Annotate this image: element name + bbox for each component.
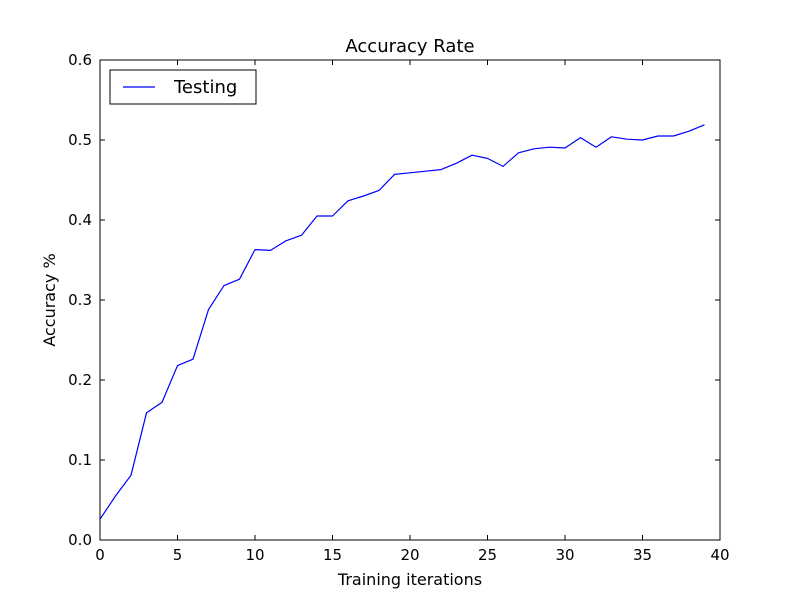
x-tick-label: 10 xyxy=(245,546,264,564)
y-tick-label: 0.5 xyxy=(68,131,92,149)
x-tick-label: 15 xyxy=(323,546,342,564)
plot-frame xyxy=(99,59,721,541)
x-tick-label: 0 xyxy=(95,546,105,564)
series-line-testing xyxy=(99,124,705,520)
x-tick-label: 40 xyxy=(710,546,729,564)
series-layer xyxy=(99,124,705,520)
legend-label-testing: Testing xyxy=(173,77,237,98)
ticks-layer: 0 5 10 15 20 25 30 35 40 0.0 0.1 0.2 0.3 0.4 0.5 0.6 xyxy=(68,51,729,564)
y-tick-label: 0.2 xyxy=(68,371,92,389)
chart-title: Accuracy Rate xyxy=(345,36,474,57)
legend: Testing xyxy=(109,69,257,105)
x-axis-label: Training iterations xyxy=(337,570,482,589)
x-tick-label: 5 xyxy=(173,546,183,564)
y-tick-label: 0.4 xyxy=(68,211,92,229)
x-tick-label: 30 xyxy=(555,546,574,564)
y-tick-label: 0.3 xyxy=(68,291,92,309)
x-tick-label: 35 xyxy=(633,546,652,564)
y-tick-label: 0.6 xyxy=(68,51,92,69)
y-tick-label: 0.0 xyxy=(68,531,92,549)
y-tick-label: 0.1 xyxy=(68,451,92,469)
x-tick-label: 20 xyxy=(400,546,419,564)
y-axis-label: Accuracy % xyxy=(40,253,59,346)
x-tick-label: 25 xyxy=(478,546,497,564)
